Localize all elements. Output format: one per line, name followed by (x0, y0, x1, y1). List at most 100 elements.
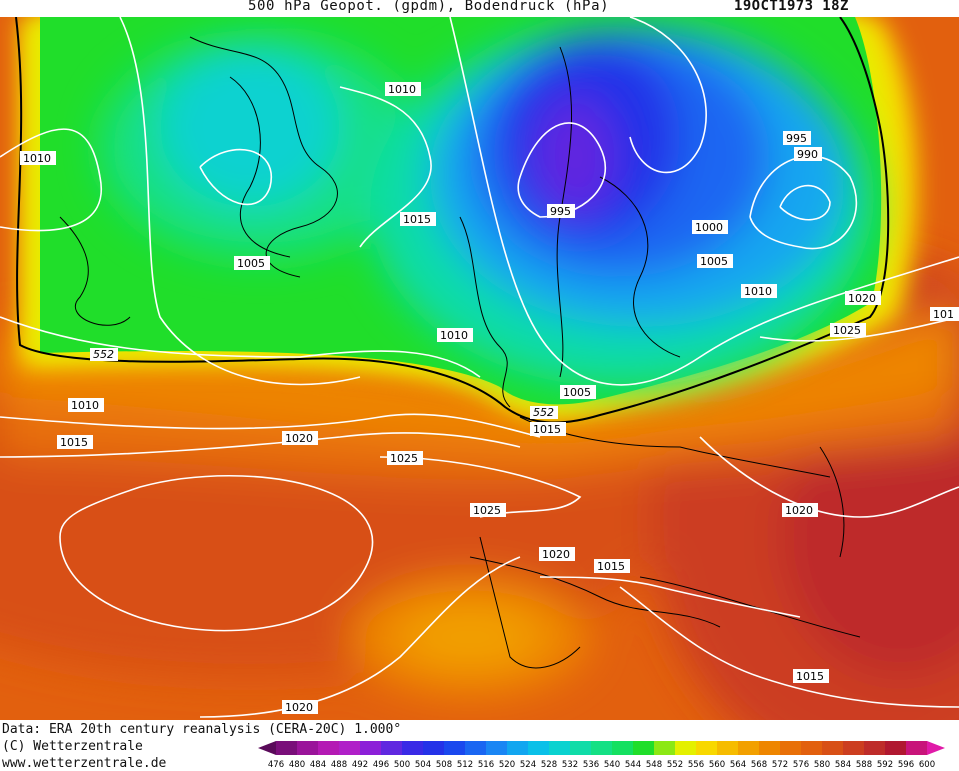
legend-level-label: 524 (520, 760, 536, 770)
legend-swatch (465, 741, 487, 755)
svg-text:1020: 1020 (785, 504, 813, 517)
legend-swatch (843, 741, 865, 755)
copyright-text: (C) Wetterzentrale (2, 739, 143, 754)
isobar-label: 1010 (385, 82, 421, 96)
svg-text:1020: 1020 (285, 701, 313, 714)
website-link[interactable]: www.wetterzentrale.de (2, 756, 167, 771)
legend-level-label: 560 (709, 760, 725, 770)
height-label: 552 (90, 348, 118, 361)
svg-text:101: 101 (933, 308, 954, 321)
legend-swatch (591, 741, 613, 755)
isobars (0, 17, 959, 718)
svg-text:1015: 1015 (796, 670, 824, 683)
legend-swatch (717, 741, 739, 755)
legend-level-label: 588 (856, 760, 872, 770)
isobar-label: 1025 (470, 503, 506, 517)
legend-level-label: 492 (352, 760, 368, 770)
legend-swatch (297, 741, 319, 755)
isobar-label: 1015 (57, 435, 93, 449)
isobar-label: 1005 (560, 385, 596, 399)
isobar-label: 1000 (692, 220, 728, 234)
coastlines (59, 36, 861, 669)
legend-level-label: 488 (331, 760, 347, 770)
legend-level-label: 576 (793, 760, 809, 770)
weather-map: 1010 1010 1015 1005 1010 995 1000 995 99… (0, 17, 959, 720)
legend-arrow-high (927, 741, 945, 755)
svg-text:1025: 1025 (833, 324, 861, 337)
legend-level-label: 508 (436, 760, 452, 770)
svg-text:1025: 1025 (390, 452, 418, 465)
svg-text:552: 552 (533, 406, 554, 419)
page-title: 500 hPa Geopot. (gpdm), Bodendruck (hPa)… (0, 0, 959, 17)
svg-text:1015: 1015 (403, 213, 431, 226)
legend-level-label: 512 (457, 760, 473, 770)
legend-swatch (444, 741, 466, 755)
legend-swatch (654, 741, 676, 755)
legend-level-label: 568 (751, 760, 767, 770)
isobar-label: 1015 (793, 669, 829, 683)
isobar-label: 1025 (387, 451, 423, 465)
svg-text:995: 995 (550, 205, 571, 218)
legend-swatch (885, 741, 907, 755)
map-datetime: 19OCT1973 18Z (734, 0, 849, 14)
isobar-label: 995 (547, 204, 575, 218)
legend-level-label: 476 (268, 760, 284, 770)
isobar-label: 1010 (741, 284, 777, 298)
isobar-label: 1025 (830, 323, 866, 337)
isobar-label: 1010 (437, 328, 473, 342)
svg-text:1010: 1010 (71, 399, 99, 412)
isobar-label: 101 (930, 307, 959, 321)
legend-swatch (570, 741, 592, 755)
legend-level-label: 552 (667, 760, 683, 770)
isobar-label: 1015 (594, 559, 630, 573)
height-552-contour (15, 17, 890, 424)
legend-swatch (675, 741, 697, 755)
svg-text:1020: 1020 (848, 292, 876, 305)
footer: Data: ERA 20th century reanalysis (CERA-… (0, 720, 959, 771)
legend-swatch (696, 741, 718, 755)
legend-level-label: 480 (289, 760, 305, 770)
svg-text:1010: 1010 (388, 83, 416, 96)
isobar-label: 1020 (782, 503, 818, 517)
legend-swatch (423, 741, 445, 755)
legend-swatch (507, 741, 529, 755)
isobar-label: 990 (794, 147, 822, 161)
height-contour-labels: 552 552 (90, 348, 558, 419)
data-source-text: Data: ERA 20th century reanalysis (CERA-… (2, 722, 402, 737)
legend-swatch (402, 741, 424, 755)
legend-swatch (801, 741, 823, 755)
svg-text:1005: 1005 (563, 386, 591, 399)
svg-text:1015: 1015 (60, 436, 88, 449)
svg-text:990: 990 (797, 148, 818, 161)
legend-swatch (276, 741, 298, 755)
isobar-label: 1020 (539, 547, 575, 561)
legend-swatch (486, 741, 508, 755)
isobar-label: 1015 (530, 422, 566, 436)
isobar-label: 1015 (400, 212, 436, 226)
svg-text:1000: 1000 (695, 221, 723, 234)
legend-level-label: 532 (562, 760, 578, 770)
svg-text:1010: 1010 (440, 329, 468, 342)
legend-swatch (822, 741, 844, 755)
svg-text:552: 552 (93, 348, 114, 361)
legend-level-label: 516 (478, 760, 494, 770)
legend-swatch (906, 741, 928, 755)
legend-level-label: 500 (394, 760, 410, 770)
svg-text:1020: 1020 (285, 432, 313, 445)
legend-level-label: 572 (772, 760, 788, 770)
isobar-label: 1010 (20, 151, 56, 165)
legend-swatch (738, 741, 760, 755)
legend-level-label: 536 (583, 760, 599, 770)
legend-level-label: 596 (898, 760, 914, 770)
svg-text:1005: 1005 (700, 255, 728, 268)
svg-text:1010: 1010 (744, 285, 772, 298)
isobar-label: 1005 (697, 254, 733, 268)
isobar-label: 1020 (282, 431, 318, 445)
legend-level-label: 528 (541, 760, 557, 770)
legend-level-label: 592 (877, 760, 893, 770)
legend-swatch (318, 741, 340, 755)
legend-level-label: 520 (499, 760, 515, 770)
isobar-label: 995 (783, 131, 811, 145)
legend-level-label: 504 (415, 760, 431, 770)
svg-text:1015: 1015 (533, 423, 561, 436)
